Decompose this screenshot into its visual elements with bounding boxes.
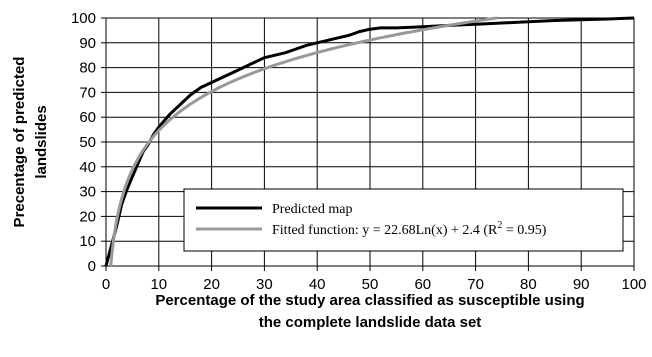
x-tick-label: 30 [256, 276, 273, 293]
x-tick-label: 100 [621, 276, 646, 293]
y-tick-label: 100 [71, 10, 96, 27]
legend-box [183, 188, 624, 252]
y-tick-label: 50 [79, 134, 96, 151]
x-tick-label: 40 [309, 276, 326, 293]
y-tick-label: 60 [79, 109, 96, 126]
y-tick-label: 20 [79, 208, 96, 225]
series-line-fitted-function [109, 16, 498, 267]
y-axis-title-line-1: Precentage of predicted [11, 57, 28, 228]
y-tick-label: 0 [88, 258, 96, 275]
x-axis-title-line-1: Percentage of the study area classified … [155, 292, 584, 309]
x-tick-label: 90 [573, 276, 590, 293]
series-layer [104, 16, 635, 267]
legend: Predicted map Fitted function: y = 22.68… [183, 188, 624, 252]
y-tick-label: 90 [79, 35, 96, 52]
y-tick-label: 30 [79, 184, 96, 201]
y-tick-label: 70 [79, 84, 96, 101]
legend-label-fitted-main: Fitted function: y = 22.68Ln(x) + 2.4 (R [272, 223, 498, 238]
x-tick-label: 0 [102, 276, 110, 293]
x-tick-label: 60 [414, 276, 431, 293]
y-axis-title-line-2: landslides [33, 105, 50, 178]
y-tick-label: 80 [79, 60, 96, 77]
legend-label-fitted-sup: 2 [497, 220, 502, 231]
y-ticks: 0 10 20 30 40 50 60 70 80 90 100 [71, 10, 106, 275]
legend-label-predicted-map: Predicted map [272, 202, 352, 217]
y-tick-label: 10 [79, 233, 96, 250]
x-tick-label: 80 [520, 276, 537, 293]
legend-label-fitted-function: Fitted function: y = 22.68Ln(x) + 2.4 (R… [272, 220, 547, 238]
x-tick-label: 50 [362, 276, 379, 293]
y-tick-label: 40 [79, 159, 96, 176]
x-axis-title-line-2: the complete landslide data set [259, 314, 482, 331]
x-tick-label: 70 [467, 276, 484, 293]
x-tick-label: 20 [203, 276, 220, 293]
legend-label-fitted-tail: = 0.95) [502, 223, 546, 238]
x-tick-label: 10 [150, 276, 167, 293]
x-ticks: 0 10 20 30 40 50 60 70 80 90 100 [102, 266, 647, 293]
